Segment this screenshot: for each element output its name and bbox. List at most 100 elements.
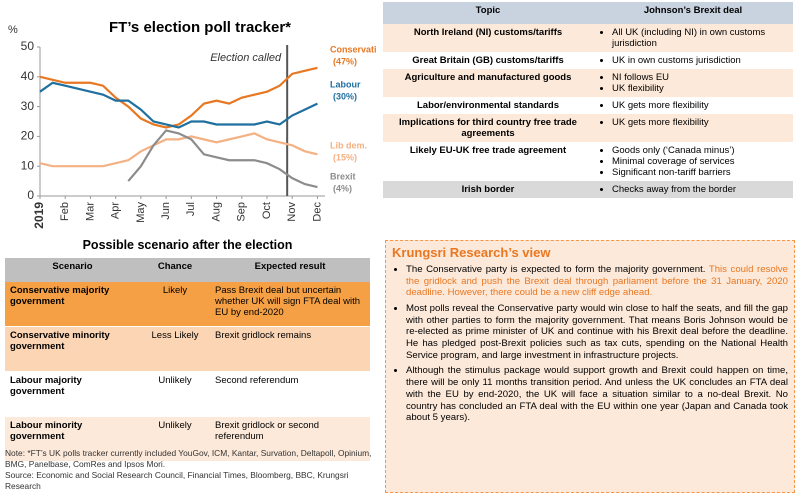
- row: Implications for third country free trad…: [383, 114, 793, 142]
- cell: Conservative majority government: [5, 282, 140, 327]
- x-tick-label: Sep: [236, 202, 248, 222]
- topic-cell: Great Britain (GB) customs/tariffs: [412, 55, 564, 66]
- header-cell: Topic: [383, 2, 593, 24]
- legend-label: Conservative: [330, 44, 376, 54]
- deal-point: Checks away from the border: [612, 184, 788, 195]
- y-axis-label: %: [8, 24, 18, 36]
- topic-cell: Agriculture and manufactured goods: [404, 72, 572, 83]
- x-tick-label: Apr: [110, 202, 122, 219]
- topic-cell: North Ireland (NI) customs/tariffs: [413, 27, 563, 38]
- legend-label: Brexit: [330, 171, 356, 181]
- x-tick-label: Feb: [59, 202, 71, 221]
- deal-cell: UK gets more flexibility: [593, 114, 793, 142]
- topic-cell: Labor/environmental standards: [416, 100, 559, 111]
- view-title: Krungsri Research’s view: [392, 245, 551, 260]
- cell: Brexit gridlock or second referendum: [210, 416, 370, 462]
- cell: Labour majority government: [5, 371, 140, 417]
- end-label: (15%): [333, 152, 357, 162]
- view-bullet: Although the stimulus package would supp…: [406, 365, 788, 424]
- deal-point: Significant non-tariff barriers: [612, 167, 788, 178]
- series-line: [39, 66, 318, 129]
- x-tick-label: May: [135, 202, 147, 223]
- deal-list: UK gets more flexibility: [598, 117, 788, 128]
- scenario-table: Scenario Chance Expected result Conservativ…: [5, 258, 370, 462]
- x-tick-label: 2019: [32, 202, 46, 229]
- deal-cell: Goods only (‘Canada minus’)Minimal cover…: [593, 142, 793, 181]
- deal-list: All UK (including NI) in own customs jur…: [598, 27, 788, 49]
- x-tick-label: Dec: [311, 202, 323, 222]
- view-text: The Conservative party is expected to fo…: [406, 263, 709, 275]
- y-tick-label: 10: [21, 158, 35, 172]
- deal-point: UK flexibility: [612, 83, 788, 94]
- row: Labour minority government Unlikely Brexit…: [5, 416, 370, 462]
- x-tick-label: Oct: [261, 202, 273, 219]
- deal-cell: NI follows EUUK flexibility: [593, 69, 793, 97]
- view-text: Most polls reveal the Conservative party…: [406, 302, 788, 361]
- deal-list: Checks away from the border: [598, 184, 788, 195]
- x-tick-label: Mar: [84, 202, 96, 221]
- y-tick-label: 40: [21, 69, 35, 83]
- x-tick-label: Nov: [286, 202, 298, 222]
- cell: Labour minority government: [5, 416, 140, 462]
- header-cell: Chance: [140, 258, 210, 282]
- cell: Brexit gridlock remains: [210, 326, 370, 372]
- cell: Unlikely: [140, 416, 210, 462]
- cell: Pass Brexit deal but uncertain whether U…: [210, 282, 370, 327]
- cell: Conservative minority government: [5, 326, 140, 372]
- view-bullet: The Conservative party is expected to fo…: [406, 264, 788, 299]
- cell: Likely: [140, 282, 210, 327]
- y-tick-label: 50: [21, 39, 35, 53]
- deal-point: All UK (including NI) in own customs jur…: [612, 27, 788, 49]
- row: Conservative minority government Less Lik…: [5, 326, 370, 372]
- deal-list: UK in own customs jurisdiction: [598, 55, 788, 66]
- brexit-table: Topic Johnson’s Brexit deal North Ireland …: [383, 2, 793, 198]
- series-line: [39, 81, 318, 129]
- series-line: [127, 129, 318, 189]
- row: Irish border Checks away from the border: [383, 181, 793, 198]
- y-tick-label: 30: [21, 99, 35, 113]
- view-bullet: Most polls reveal the Conservative party…: [406, 303, 788, 362]
- row: Conservative majority government Likely Pa…: [5, 282, 370, 327]
- deal-point: Minimal coverage of services: [612, 156, 788, 167]
- header-cell: Johnson’s Brexit deal: [593, 2, 793, 24]
- y-tick-label: 0: [27, 188, 34, 202]
- cell: Unlikely: [140, 371, 210, 417]
- header-row: Scenario Chance Expected result: [5, 258, 370, 282]
- row: Agriculture and manufactured goods NI fol…: [383, 69, 793, 97]
- view-highlight: This could resolve the gridlock and push…: [406, 263, 788, 299]
- view-text: Although the stimulus package would supp…: [406, 365, 788, 424]
- deal-point: Goods only (‘Canada minus’): [612, 145, 788, 156]
- deal-point: UK gets more flexibility: [612, 100, 788, 111]
- deal-list: Goods only (‘Canada minus’)Minimal cover…: [598, 145, 788, 178]
- end-label: (47%): [333, 56, 357, 66]
- deal-list: UK gets more flexibility: [598, 100, 788, 111]
- series-line: [39, 132, 318, 168]
- view-box: Krungsri Research’s view The Conservativ…: [385, 240, 795, 493]
- header-cell: Scenario: [5, 258, 140, 282]
- note: Note: *FT’s UK polls tracker currently i…: [5, 448, 372, 469]
- cell: Second referendum: [210, 371, 370, 417]
- cell: Less Likely: [140, 326, 210, 372]
- source: Source: Economic and Social Research Cou…: [5, 469, 349, 491]
- scenario-title: Possible scenario after the election: [82, 238, 293, 252]
- x-tick-label: Jul: [185, 202, 197, 216]
- x-tick-label: Jun: [160, 202, 172, 220]
- deal-cell: All UK (including NI) in own customs jur…: [593, 24, 793, 52]
- deal-list: NI follows EUUK flexibility: [598, 72, 788, 94]
- deal-cell: UK gets more flexibility: [593, 97, 793, 114]
- end-label: (4%): [333, 183, 352, 193]
- legend-label: Labour: [330, 79, 361, 89]
- topic-cell: Implications for third country free trad…: [399, 117, 577, 139]
- row: North Ireland (NI) customs/tariffs All UK…: [383, 24, 793, 52]
- y-tick-label: 20: [21, 129, 35, 143]
- view-list: The Conservative party is expected to fo…: [392, 264, 788, 424]
- deal-point: UK in own customs jurisdiction: [612, 55, 788, 66]
- header-row: Topic Johnson’s Brexit deal: [383, 2, 793, 24]
- legend-label: Lib dem.: [330, 140, 367, 150]
- end-label: (30%): [333, 91, 357, 101]
- deal-point: UK gets more flexibility: [612, 117, 788, 128]
- row: Labour majority government Unlikely Second…: [5, 371, 370, 417]
- header-cell: Expected result: [210, 258, 370, 282]
- deal-cell: UK in own customs jurisdiction: [593, 52, 793, 69]
